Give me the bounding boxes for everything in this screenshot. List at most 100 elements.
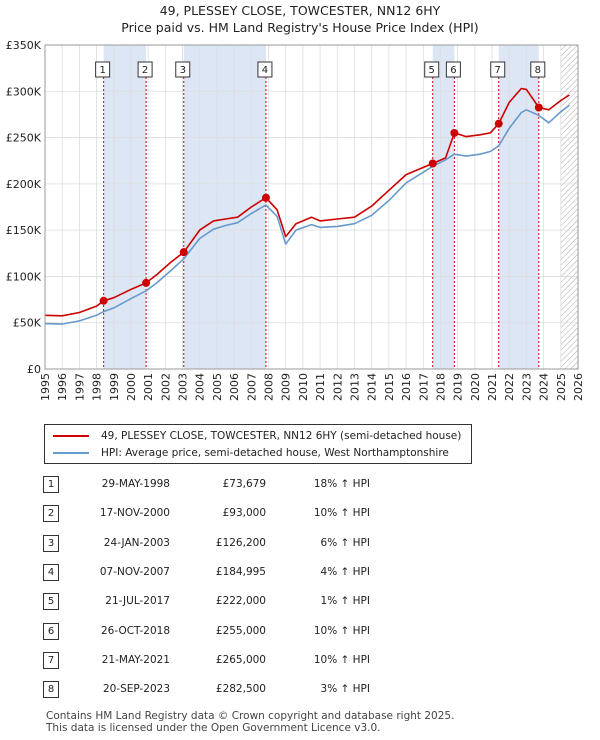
- x-tick-label: 2017: [417, 373, 430, 401]
- sale-label-box-1: [95, 61, 111, 78]
- legend-hpi-label: HPI: Average price, semi-detached house,…: [101, 447, 449, 459]
- y-tick-label: £150K: [6, 224, 42, 237]
- shaded-band-1: [103, 45, 147, 369]
- x-tick-label: 2015: [383, 373, 396, 401]
- sale-date: 21-MAY-2021: [101, 653, 170, 666]
- footer-line-2: This data is licensed under the Open Gov…: [46, 722, 381, 734]
- sale-date: 24-JAN-2003: [103, 536, 170, 549]
- sale-hpi-change: 10% ↑ HPI: [313, 624, 370, 637]
- chart-subtitle: Price paid vs. HM Land Registry's House …: [121, 20, 479, 35]
- sale-price: £73,679: [222, 478, 266, 490]
- sales-table-row: 5 21-JUL-2017 £222,000 1% ↑ HPI: [0, 593, 600, 611]
- x-tick-label: 2025: [555, 373, 568, 401]
- sale-price: £255,000: [215, 624, 266, 637]
- x-tick-label: 2011: [314, 373, 327, 401]
- sale-date: 29-MAY-1998: [101, 478, 170, 490]
- sale-marker-6: [450, 128, 459, 137]
- shaded-band-3: [432, 45, 455, 369]
- sale-label-box-4: [257, 61, 273, 78]
- sale-label-box-5: [424, 61, 440, 78]
- x-tick-label: 2026: [572, 373, 585, 401]
- sale-label-2: 2: [142, 65, 148, 76]
- x-tick-label: 1999: [108, 373, 121, 401]
- sale-hpi-change: 3% ↑ HPI: [320, 683, 370, 696]
- price-chart: 1 2 3 4 5 6 7 8 £0 £50K £100K £150K £200K £250K £300K £…: [6, 39, 585, 401]
- sale-label-7: 7: [495, 65, 501, 76]
- sales-table-row: 6 26-OCT-2018 £255,000 10% ↑ HPI: [0, 622, 600, 641]
- sale-marker-8: [534, 103, 543, 112]
- sale-price: £126,200: [215, 536, 266, 549]
- sale-hpi-change: 6% ↑ HPI: [320, 536, 370, 549]
- sale-marker-2: [142, 278, 151, 287]
- sale-date: 07-NOV-2007: [99, 565, 170, 578]
- x-tick-label: 2002: [159, 373, 172, 401]
- sale-label-box-2: [137, 61, 153, 78]
- sale-price: £222,000: [215, 595, 266, 608]
- plot-frame: [44, 44, 579, 370]
- x-tick-label: 1997: [73, 373, 86, 401]
- sale-price: £282,500: [215, 683, 266, 696]
- sale-date: 20-SEP-2023: [102, 683, 170, 696]
- footer-line-1: Contains HM Land Registry data © Crown c…: [46, 710, 455, 722]
- chart-title-block: 49, PLESSEY CLOSE, TOWCESTER, NN12 6HY P…: [0, 2, 600, 36]
- shaded-band-2: [183, 45, 266, 369]
- legend-item-hpi: HPI: Average price, semi-detached house,…: [53, 445, 449, 461]
- chart-title: 49, PLESSEY CLOSE, TOWCESTER, NN12 6HY: [159, 3, 441, 18]
- sales-table-row: 8 20-SEP-2023 £282,500 3% ↑ HPI: [0, 681, 600, 699]
- sales-table-row: 1 29-MAY-1998 £73,679 18% ↑ HPI: [0, 476, 600, 494]
- legend-property-swatch: [53, 435, 89, 437]
- x-tick-label: 2010: [297, 373, 310, 401]
- sale-label-4: 4: [262, 65, 268, 76]
- x-tick-label: 2009: [280, 373, 293, 401]
- x-tick-label: 2016: [400, 373, 413, 401]
- sale-hpi-change: 4% ↑ HPI: [320, 565, 370, 578]
- x-tick-label: 2021: [486, 373, 499, 401]
- sale-label-box-7: [490, 61, 506, 78]
- sale-marker-1: [99, 296, 108, 305]
- y-tick-label: £250K: [6, 132, 42, 145]
- sale-label-box-8: [530, 61, 546, 78]
- sale-hpi-change: 1% ↑ HPI: [320, 595, 370, 608]
- sale-marker-4: [261, 193, 270, 202]
- legend-hpi-swatch: [53, 452, 89, 454]
- x-tick-label: 2003: [177, 373, 190, 401]
- sale-hpi-change: 10% ↑ HPI: [313, 507, 370, 520]
- y-tick-label: £300K: [6, 85, 42, 98]
- x-tick-label: 2023: [520, 373, 533, 401]
- sale-date: 21-JUL-2017: [105, 595, 170, 608]
- shaded-band-4: [498, 45, 539, 369]
- x-tick-label: 2001: [142, 373, 155, 401]
- y-tick-label: £200K: [6, 178, 42, 191]
- sale-number-box: 4: [43, 563, 59, 581]
- sale-label-box-3: [175, 61, 191, 78]
- forecast-hatch: [560, 45, 578, 369]
- x-tick-label: 2020: [469, 373, 482, 401]
- x-tick-label: 1995: [39, 373, 52, 401]
- sale-number-box: 1: [43, 476, 59, 493]
- legend-item-property: 49, PLESSEY CLOSE, TOWCESTER, NN12 6HY (…: [53, 428, 461, 444]
- x-tick-label: 2007: [245, 373, 258, 401]
- footer: Contains HM Land Registry data © Crown c…: [46, 710, 454, 734]
- sale-date: 17-NOV-2000: [99, 507, 170, 520]
- sales-table-row: 3 24-JAN-2003 £126,200 6% ↑ HPI: [0, 534, 600, 553]
- sale-number-box: 5: [43, 593, 59, 611]
- x-tick-label: 2005: [211, 373, 224, 401]
- sale-price: £184,995: [215, 565, 266, 578]
- sale-label-6: 6: [450, 65, 456, 76]
- x-tick-label: 1996: [56, 373, 69, 401]
- legend-property-label: 49, PLESSEY CLOSE, TOWCESTER, NN12 6HY (…: [101, 430, 462, 442]
- x-tick-label: 2019: [452, 373, 465, 401]
- sale-hpi-change: 18% ↑ HPI: [313, 478, 370, 490]
- sale-number-box: 6: [43, 622, 59, 640]
- sale-number-box: 3: [43, 534, 59, 552]
- x-tick-label: 2004: [194, 373, 207, 401]
- sale-label-8: 8: [535, 65, 541, 76]
- x-tick-label: 2013: [348, 373, 361, 401]
- sales-table-row: 2 17-NOV-2000 £93,000 10% ↑ HPI: [0, 505, 600, 523]
- x-tick-label: 2012: [331, 373, 344, 401]
- sales-table-row: 4 07-NOV-2007 £184,995 4% ↑ HPI: [0, 563, 600, 582]
- sale-marker-7: [494, 119, 503, 128]
- y-tick-label: £0: [27, 363, 41, 376]
- series-line-property: [44, 87, 570, 317]
- sale-number-box: 8: [43, 681, 59, 699]
